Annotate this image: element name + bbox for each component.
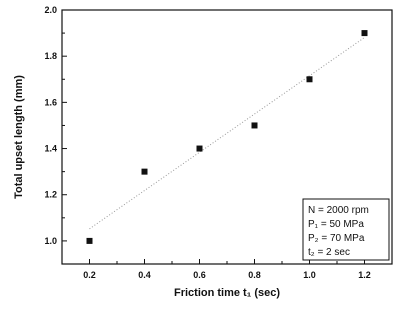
- y-tick-label: 1.4: [44, 144, 57, 154]
- legend-line-4: t₂ = 2 sec: [308, 247, 350, 258]
- y-tick-label: 1.6: [44, 97, 57, 107]
- data-point: [86, 237, 93, 244]
- y-tick-label: 1.0: [44, 236, 57, 246]
- data-point: [196, 145, 203, 152]
- y-tick-label: 1.8: [44, 51, 57, 61]
- data-point: [361, 30, 368, 37]
- legend-line-3: P₂ = 70 MPa: [308, 233, 365, 244]
- x-axis-label: Friction time t₁ (sec): [174, 287, 280, 299]
- x-tick-label: 1.2: [358, 270, 371, 280]
- y-tick-label: 2.0: [44, 5, 57, 15]
- y-axis-label: Total upset length (mm): [13, 75, 25, 199]
- data-point: [306, 76, 313, 83]
- x-axis: 0.2 0.4 0.6 0.8 1.0 1.2: [83, 259, 371, 280]
- data-point: [251, 122, 258, 129]
- y-tick-label: 1.2: [44, 190, 57, 200]
- trend-line: [89, 37, 365, 230]
- y-axis: 1.0 1.2 1.4 1.6 1.8 2.0: [44, 5, 67, 246]
- data-points: [86, 30, 368, 244]
- x-tick-label: 0.4: [138, 270, 151, 280]
- legend-line-1: N = 2000 rpm: [308, 205, 369, 216]
- legend-box: [302, 198, 390, 261]
- legend-line-2: P₁ = 50 MPa: [308, 219, 364, 230]
- x-tick-label: 0.6: [193, 270, 206, 280]
- data-point: [141, 168, 148, 175]
- x-tick-label: 0.8: [248, 270, 261, 280]
- legend: N = 2000 rpm P₁ = 50 MPa P₂ = 70 MPa t₂ …: [302, 198, 390, 261]
- x-tick-label: 0.2: [83, 270, 96, 280]
- x-tick-label: 1.0: [303, 270, 316, 280]
